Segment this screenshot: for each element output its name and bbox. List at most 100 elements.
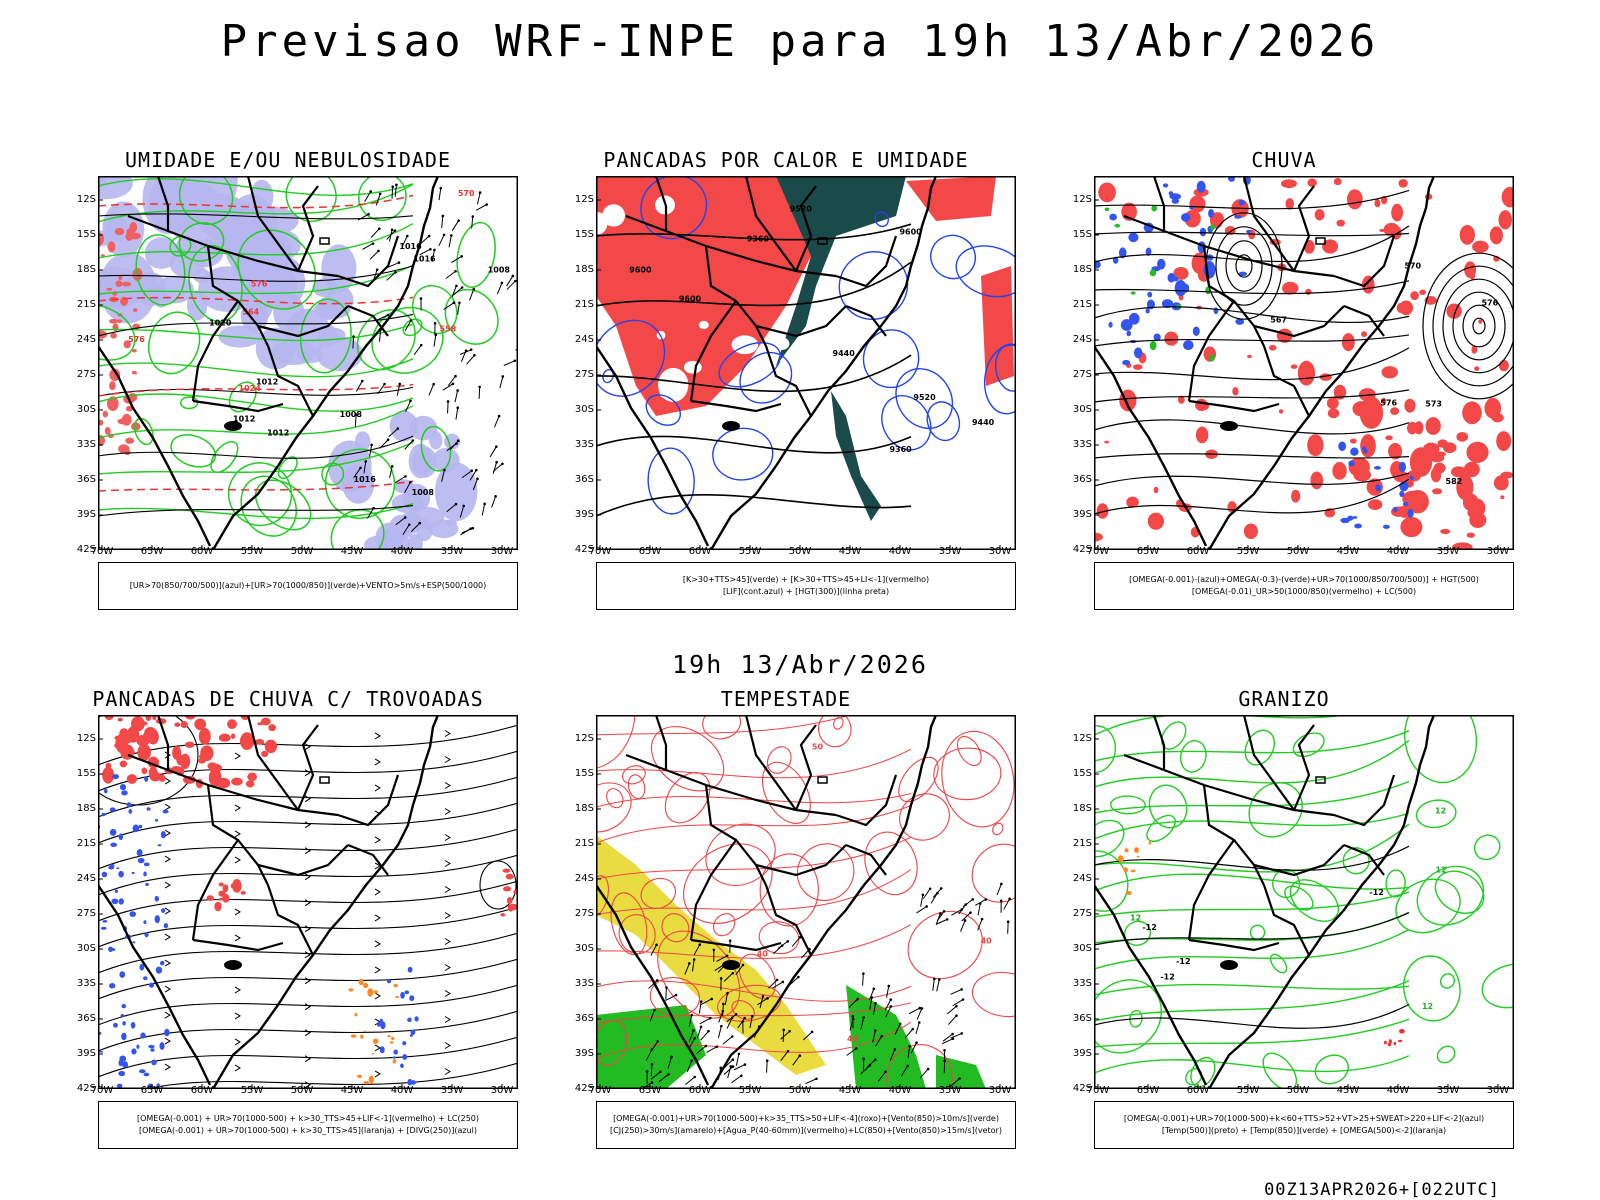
contour-line <box>1094 347 1410 381</box>
contour-line <box>886 1044 953 1089</box>
contour-line <box>718 342 781 388</box>
state-border <box>266 345 314 417</box>
contour-line <box>1404 715 1478 784</box>
lon-tick-label: 45W <box>1336 1085 1360 1096</box>
field-area <box>123 340 131 349</box>
wind-vector <box>685 1076 696 1085</box>
field-area <box>393 983 399 988</box>
lat-tick-label: 12S <box>76 194 96 205</box>
state-border <box>625 753 837 817</box>
contour-line <box>1094 891 1410 918</box>
wind-vector <box>907 1046 911 1059</box>
field-area <box>156 1083 160 1088</box>
field-area <box>1384 1040 1387 1045</box>
lat-tick-label: 21S <box>1072 838 1092 849</box>
contour-value-label: 1016 <box>413 254 436 263</box>
contour-line <box>899 793 950 841</box>
wind-vector <box>749 1016 753 1029</box>
lat-tick-label: 33S <box>574 439 594 450</box>
wind-vector <box>731 1075 742 1084</box>
field-area <box>1162 183 1169 188</box>
field-area <box>1123 867 1128 873</box>
field-area <box>162 809 169 814</box>
field-area <box>1391 203 1404 222</box>
wind-vector <box>733 1064 746 1071</box>
field-area <box>1104 207 1110 212</box>
forecast-map: 1008 1008 1008 1012 1012 1012 1016 1016 1016 1020… <box>98 176 518 550</box>
lon-tick-label: 30W <box>490 546 514 557</box>
wind-vector <box>391 186 394 199</box>
wind-vector <box>780 1050 789 1061</box>
field-area <box>1385 435 1393 441</box>
contour-line <box>713 913 736 937</box>
contour-line <box>712 427 774 481</box>
wind-vector <box>491 496 497 508</box>
contour-line <box>98 264 414 295</box>
contour-line <box>1179 740 1207 773</box>
contour-line <box>907 910 983 980</box>
contour-line <box>1094 1003 1410 1029</box>
contour-line <box>596 1021 912 1060</box>
wind-vector <box>492 462 498 474</box>
panel-title: TEMPESTADE <box>720 687 852 711</box>
state-border <box>1333 774 1396 827</box>
wind-vector <box>780 1030 790 1040</box>
contour-line <box>98 265 414 282</box>
contour-line <box>98 223 414 259</box>
wind-vector <box>696 1026 702 1039</box>
field-area <box>1333 384 1347 400</box>
field-area <box>1098 182 1116 203</box>
lat-tick-label: 12S <box>1072 194 1092 205</box>
wind-vector <box>370 228 380 238</box>
field-area <box>1126 330 1132 337</box>
field-area <box>143 920 147 925</box>
field-area <box>109 368 121 382</box>
field-area <box>698 320 709 330</box>
field-area <box>1354 523 1362 529</box>
state-border <box>192 938 284 952</box>
federal-district <box>817 776 828 784</box>
contour-line <box>596 1019 628 1066</box>
wind-vector <box>684 963 690 975</box>
field-area <box>1374 198 1381 208</box>
field-area <box>261 750 269 758</box>
wind-vector <box>419 235 430 245</box>
lon-tick-label: 45W <box>1336 546 1360 557</box>
field-area <box>101 812 106 817</box>
wind-vector <box>499 376 504 389</box>
legend-line: [K>30+TTS>45](verde) + [K>30+TTS>45+LI<-… <box>682 575 930 584</box>
field-area <box>1466 441 1489 463</box>
field-area <box>116 1083 123 1089</box>
wind-vector <box>506 275 514 287</box>
field-area <box>1474 366 1480 372</box>
wind-vector <box>977 903 981 916</box>
contour-line <box>456 221 496 288</box>
field-area <box>1414 421 1424 435</box>
field-area <box>244 251 279 296</box>
streamline <box>98 828 518 870</box>
lon-tick-label: 45W <box>340 546 364 557</box>
panel-chuva: CHUVA 576 582 576 573 570 567 12S 15S 18S 21S 24S 27… <box>1054 148 1514 633</box>
field-area <box>1297 360 1316 386</box>
wind-vector <box>472 478 478 491</box>
legend-line: [OMEGA(-0.01)_UR>50(1000/850)(vermelho) … <box>1191 587 1417 596</box>
field-area <box>1390 407 1400 415</box>
field-area <box>111 898 119 905</box>
wind-vector <box>724 993 728 1006</box>
map-border <box>1094 715 1514 1089</box>
contour-line <box>1248 782 1303 838</box>
wind-vector <box>404 482 411 494</box>
map-border <box>98 176 518 550</box>
state-border <box>654 176 668 231</box>
field-area <box>407 1017 412 1023</box>
wind-vector <box>961 912 971 922</box>
state-border <box>755 844 847 877</box>
field-area <box>118 444 130 454</box>
field-area <box>141 767 148 775</box>
wind-vector <box>419 248 431 256</box>
field-area <box>1307 434 1324 457</box>
contour-line <box>596 748 912 779</box>
field-area <box>214 901 222 912</box>
field-area <box>148 1044 155 1049</box>
field-area <box>121 413 132 426</box>
